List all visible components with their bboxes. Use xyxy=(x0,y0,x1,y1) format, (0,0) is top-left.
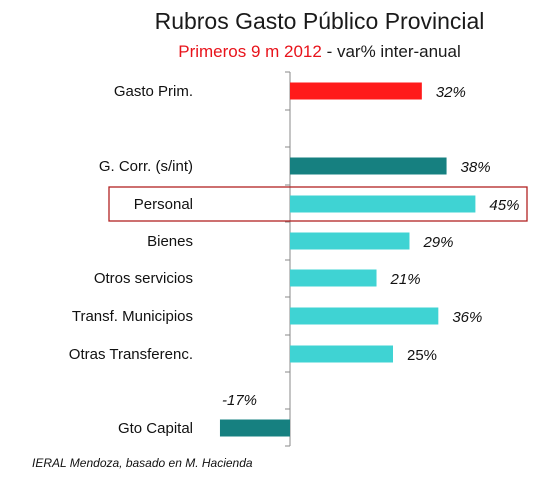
bar-bienes xyxy=(290,232,410,250)
category-label-otros-servicios: Otros servicios xyxy=(94,270,193,287)
value-label-otras-transferenc: 25% xyxy=(407,347,437,364)
category-label-g-corr-s-int: G. Corr. (s/int) xyxy=(99,158,193,175)
value-label-bienes: 29% xyxy=(422,234,453,251)
value-label-g-corr-s-int: 38% xyxy=(461,159,491,176)
value-label-gasto-prim: 32% xyxy=(436,84,466,101)
bar-otras-transferenc xyxy=(290,345,393,363)
chart-title: Rubros Gasto Público Provincial xyxy=(154,8,485,34)
category-label-personal: Personal xyxy=(134,196,193,213)
subtitle-description: - var% inter-anual xyxy=(321,42,461,61)
category-label-transf-municipios: Transf. Municipios xyxy=(72,308,193,325)
bar-gasto-prim xyxy=(290,82,422,100)
category-label-bienes: Bienes xyxy=(147,233,193,250)
value-label-personal: 45% xyxy=(489,197,519,214)
bar-gto-capital xyxy=(219,419,290,437)
category-label-otras-transferenc: Otras Transferenc. xyxy=(69,346,193,363)
bar-otros-servicios xyxy=(290,269,377,287)
value-label-otros-servicios: 21% xyxy=(390,271,421,288)
category-label-gto-capital: Gto Capital xyxy=(118,420,193,437)
value-label-gto-capital: -17% xyxy=(222,392,257,409)
chart-subtitle: Primeros 9 m 2012 - var% inter-anual xyxy=(0,42,549,62)
bar-personal xyxy=(290,195,476,213)
source-note: IERAL Mendoza, basado en M. Hacienda xyxy=(32,456,253,470)
subtitle-period: Primeros 9 m 2012 xyxy=(178,42,322,61)
value-label-transf-municipios: 36% xyxy=(452,309,482,326)
category-label-gasto-prim: Gasto Prim. xyxy=(114,83,193,100)
highlight-box xyxy=(108,186,528,222)
bar-transf-municipios xyxy=(290,307,439,325)
bar-g-corr-s-int xyxy=(290,157,447,175)
